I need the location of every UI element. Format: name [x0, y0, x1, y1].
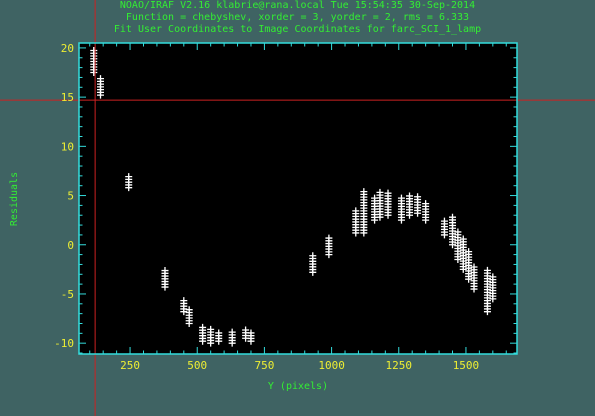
point-cluster	[406, 192, 414, 219]
x-tick-label: 250	[120, 359, 140, 372]
x-tick-label: 1250	[386, 359, 413, 372]
data-point	[96, 75, 104, 83]
y-tick-labels: -10 -5 0 5 10 15 20	[54, 42, 74, 350]
y-tick-label: 20	[61, 42, 74, 55]
data-point	[185, 306, 193, 314]
point-cluster	[125, 173, 133, 192]
point-cluster	[360, 188, 368, 237]
y-tick-label: 0	[67, 239, 74, 252]
data-point	[414, 193, 422, 201]
data-point	[247, 329, 255, 337]
data-point	[90, 46, 98, 54]
plot-frame	[78, 42, 518, 355]
data-point	[440, 217, 448, 225]
data-point	[459, 235, 467, 243]
data-point	[360, 188, 368, 196]
axis-ticks	[79, 43, 517, 354]
point-cluster	[414, 193, 422, 217]
point-cluster	[199, 323, 207, 345]
data-point	[483, 266, 491, 274]
point-cluster	[215, 329, 223, 345]
header-line-title: Fit User Coordinates to Image Coordinate…	[113, 24, 482, 35]
x-tick-labels: 250 500 750 1000 1250 1500	[120, 359, 479, 372]
y-tick-label: -5	[61, 288, 74, 301]
point-cluster	[309, 252, 317, 276]
point-cluster	[185, 306, 193, 327]
point-cluster	[376, 188, 384, 221]
x-tick-label: 1000	[318, 359, 345, 372]
data-point	[309, 252, 317, 260]
x-axis-title: Y (pixels)	[268, 381, 328, 392]
data-points	[90, 46, 497, 347]
plot-area[interactable]	[79, 43, 517, 354]
data-point	[470, 263, 478, 271]
point-cluster	[470, 263, 478, 293]
data-point	[465, 248, 473, 256]
data-point	[161, 267, 169, 275]
plot-header: NOAO/IRAF V2.16 klabrie@rana.local Tue 1…	[0, 0, 595, 36]
point-cluster	[207, 325, 215, 347]
data-point	[242, 326, 250, 334]
data-point	[454, 228, 462, 236]
data-point	[207, 325, 215, 333]
point-cluster	[422, 200, 430, 224]
point-cluster	[440, 217, 448, 239]
point-cluster	[96, 75, 104, 99]
point-cluster	[352, 207, 360, 237]
point-cluster	[161, 267, 169, 291]
point-cluster	[483, 266, 491, 316]
point-cluster	[228, 328, 236, 347]
data-point	[397, 194, 405, 202]
point-cluster	[371, 194, 379, 224]
y-tick-label: 10	[61, 140, 74, 153]
point-cluster	[90, 46, 98, 77]
data-point	[376, 188, 384, 196]
point-cluster	[384, 189, 392, 219]
y-tick-label: -10	[54, 337, 74, 350]
y-axis-title: Residuals	[9, 172, 20, 226]
point-cluster	[247, 329, 255, 345]
data-point	[489, 273, 497, 281]
point-cluster	[489, 273, 497, 303]
point-cluster	[325, 234, 333, 259]
point-cluster	[454, 228, 462, 264]
data-point	[384, 189, 392, 197]
data-point	[125, 173, 133, 181]
y-tick-label: 15	[61, 91, 74, 104]
data-point	[449, 213, 457, 221]
point-cluster	[449, 213, 457, 249]
y-tick-label: 5	[67, 190, 74, 203]
data-point	[199, 323, 207, 331]
data-point	[325, 234, 333, 242]
data-point	[422, 200, 430, 208]
data-point	[180, 297, 188, 305]
point-cluster	[180, 297, 188, 316]
point-cluster	[465, 248, 473, 283]
x-tick-label: 500	[187, 359, 207, 372]
data-point	[352, 207, 360, 215]
data-point	[228, 328, 236, 336]
x-tick-label: 750	[254, 359, 274, 372]
x-tick-label: 1500	[453, 359, 480, 372]
header-line-system: NOAO/IRAF V2.16 klabrie@rana.local Tue 1…	[119, 0, 476, 11]
header-line-function: Function = chebyshev, xorder = 3, yorder…	[125, 12, 470, 23]
point-cluster	[459, 235, 467, 273]
data-point	[215, 329, 223, 337]
point-cluster	[397, 194, 405, 224]
data-point	[406, 192, 414, 200]
